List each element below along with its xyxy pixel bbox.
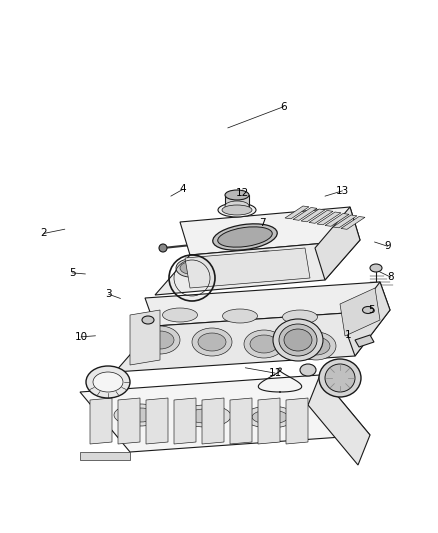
Ellipse shape (214, 255, 242, 273)
Ellipse shape (140, 326, 180, 354)
Ellipse shape (198, 333, 226, 351)
Text: 9: 9 (384, 241, 391, 251)
Text: 5: 5 (368, 305, 375, 315)
Ellipse shape (114, 404, 166, 426)
Ellipse shape (252, 410, 288, 424)
Polygon shape (118, 398, 140, 444)
Polygon shape (285, 206, 309, 219)
Polygon shape (225, 195, 249, 206)
Ellipse shape (146, 331, 174, 349)
Polygon shape (90, 398, 112, 444)
Ellipse shape (300, 364, 316, 376)
Text: 2: 2 (40, 229, 47, 238)
Polygon shape (145, 282, 390, 326)
Polygon shape (315, 207, 360, 280)
Polygon shape (115, 310, 390, 372)
Ellipse shape (302, 337, 330, 355)
Text: 12: 12 (236, 188, 249, 198)
Polygon shape (308, 375, 370, 465)
Polygon shape (155, 240, 360, 295)
Polygon shape (180, 207, 360, 255)
Ellipse shape (252, 251, 280, 269)
Text: 7: 7 (259, 218, 266, 228)
Ellipse shape (218, 227, 272, 247)
Text: 5: 5 (69, 268, 76, 278)
Ellipse shape (319, 359, 361, 397)
Polygon shape (258, 398, 280, 444)
Ellipse shape (363, 306, 374, 313)
Ellipse shape (86, 366, 130, 398)
Polygon shape (130, 310, 160, 365)
Ellipse shape (225, 201, 249, 211)
Ellipse shape (218, 203, 256, 217)
Polygon shape (230, 398, 252, 444)
Polygon shape (355, 335, 374, 347)
Polygon shape (301, 209, 325, 222)
Ellipse shape (142, 316, 154, 324)
Polygon shape (325, 214, 349, 227)
Polygon shape (286, 398, 308, 444)
Text: 8: 8 (387, 272, 394, 282)
Ellipse shape (218, 258, 238, 270)
Ellipse shape (225, 190, 249, 200)
Ellipse shape (187, 409, 223, 423)
Polygon shape (202, 398, 224, 444)
Text: 4: 4 (180, 184, 187, 194)
Text: 13: 13 (336, 186, 349, 196)
Ellipse shape (176, 259, 204, 277)
Ellipse shape (250, 335, 278, 353)
Polygon shape (333, 215, 357, 228)
Polygon shape (345, 282, 390, 356)
Polygon shape (317, 212, 341, 225)
Ellipse shape (222, 205, 252, 215)
Ellipse shape (284, 329, 312, 351)
Text: 11: 11 (268, 368, 282, 378)
Polygon shape (341, 216, 365, 229)
Ellipse shape (223, 309, 258, 323)
Polygon shape (146, 398, 168, 444)
Polygon shape (309, 211, 333, 223)
Polygon shape (80, 452, 130, 460)
Polygon shape (185, 248, 310, 288)
Polygon shape (80, 375, 370, 452)
Ellipse shape (93, 372, 123, 392)
Ellipse shape (244, 330, 284, 358)
Ellipse shape (296, 332, 336, 360)
Ellipse shape (279, 324, 317, 356)
Ellipse shape (256, 254, 276, 266)
Text: 3: 3 (105, 289, 112, 299)
Polygon shape (174, 398, 196, 444)
Ellipse shape (213, 224, 277, 250)
Circle shape (159, 244, 167, 252)
Ellipse shape (283, 310, 318, 324)
Ellipse shape (179, 405, 231, 427)
Ellipse shape (273, 319, 323, 361)
Ellipse shape (122, 408, 158, 422)
Text: 1: 1 (345, 330, 352, 340)
Ellipse shape (325, 364, 355, 392)
Polygon shape (340, 288, 380, 336)
Ellipse shape (244, 406, 296, 428)
Text: 10: 10 (74, 332, 88, 342)
Ellipse shape (370, 264, 382, 272)
Text: 6: 6 (280, 102, 287, 111)
Ellipse shape (162, 308, 198, 322)
Polygon shape (293, 207, 317, 220)
Ellipse shape (180, 262, 200, 274)
Ellipse shape (192, 328, 232, 356)
